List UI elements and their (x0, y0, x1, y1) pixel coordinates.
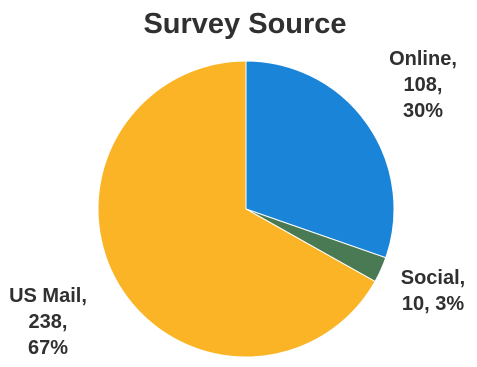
data-label-usmail-name: US Mail, (9, 285, 87, 307)
data-label-social-value: 10, 3% (401, 293, 465, 315)
data-label-usmail-value: 238, (28, 311, 68, 333)
data-label-online-value: 108, (403, 74, 443, 96)
pie-slice-online (245, 60, 395, 259)
data-label-online-percent: 30% (402, 100, 444, 122)
data-label-social: Social, 10, 3% (388, 265, 477, 317)
data-label-online: Online, 108, 30% (378, 46, 468, 124)
data-label-online-name: Online, (389, 48, 457, 70)
pie-slice-us-mail (97, 60, 376, 358)
chart-title: Survey Source (143, 8, 347, 40)
data-label-social-name: Social, (400, 267, 466, 289)
data-label-usmail: US Mail, 238, 67% (0, 283, 96, 361)
data-label-usmail-percent: 67% (27, 337, 69, 359)
